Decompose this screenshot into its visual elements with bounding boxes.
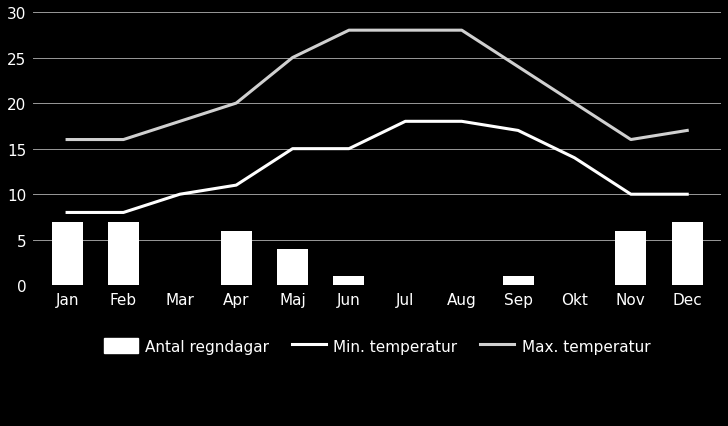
Bar xyxy=(672,222,703,286)
Bar xyxy=(502,276,534,286)
Bar xyxy=(333,276,365,286)
Bar xyxy=(277,249,308,286)
Bar xyxy=(52,222,82,286)
Bar xyxy=(615,231,646,286)
Legend: Antal regndagar, Min. temperatur, Max. temperatur: Antal regndagar, Min. temperatur, Max. t… xyxy=(98,332,657,360)
Bar xyxy=(221,231,252,286)
Bar xyxy=(108,222,139,286)
